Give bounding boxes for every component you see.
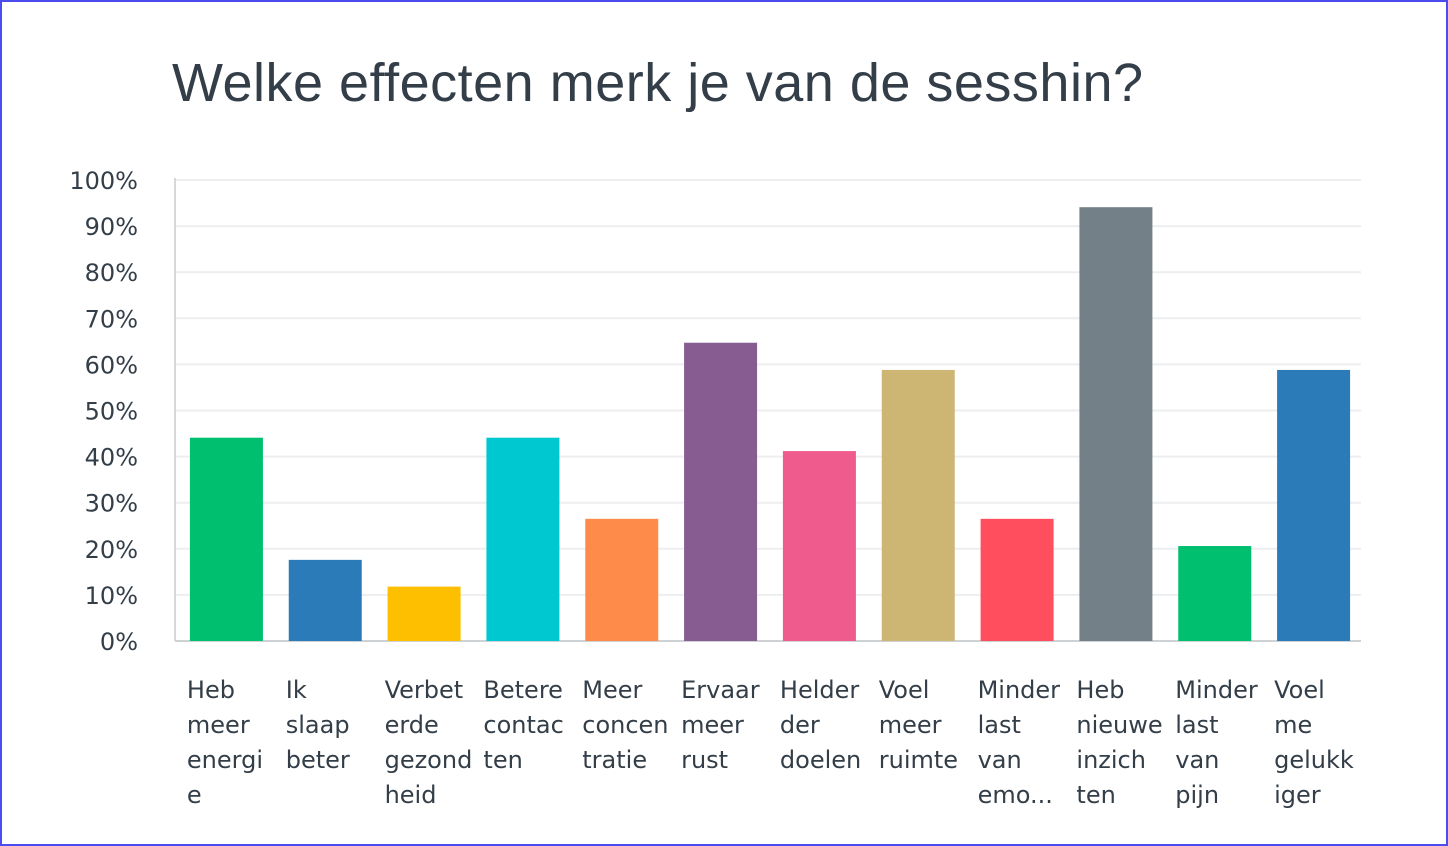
bar-3	[387, 586, 461, 641]
x-tick-label-line: Heb	[187, 676, 235, 704]
x-tick-label-line: concen	[582, 711, 668, 739]
x-tick-label: Meer concen tratie	[582, 676, 668, 774]
x-tick-label: Verbet erde gezond heid	[385, 676, 473, 809]
x-tick-label: Voel meer ruimte	[879, 676, 958, 774]
bar-8	[881, 369, 955, 641]
y-tick-label: 30%	[85, 490, 138, 518]
y-tick-label: 90%	[85, 213, 138, 241]
x-tick-label: Ik slaap beter	[286, 676, 350, 774]
y-tick-label: 40%	[85, 444, 138, 472]
x-tick-label-line: contac	[483, 711, 563, 739]
x-tick-label-line: Voel	[1274, 676, 1325, 704]
x-tick-label: Minder last van emo...	[978, 676, 1061, 809]
x-tick-label-line: last	[978, 711, 1021, 739]
x-tick-label-line: meer	[187, 711, 250, 739]
x-tick-label-line: van	[978, 746, 1022, 774]
x-tick-label-line: e	[187, 781, 202, 809]
y-tick-label: 20%	[85, 536, 138, 564]
y-tick-label: 60%	[85, 351, 138, 379]
x-tick-label-line: gelukk	[1274, 746, 1354, 774]
bar-12	[1277, 369, 1351, 641]
x-tick-label-line: der	[780, 711, 820, 739]
x-tick-label-line: heid	[385, 781, 437, 809]
y-tick-label: 100%	[69, 167, 138, 195]
x-tick-label-line: Helder	[780, 676, 859, 704]
bar-10	[1079, 207, 1153, 641]
x-tick-label-line: Ik	[286, 676, 307, 704]
x-tick-label-line: gezond	[385, 746, 473, 774]
x-tick-label-line: rust	[681, 746, 728, 774]
x-tick-label-line: Heb	[1076, 676, 1124, 704]
x-tick-label-line: Ervaar	[681, 676, 760, 704]
x-tick-label: Voel me gelukk iger	[1274, 676, 1354, 809]
bar-6	[684, 342, 758, 641]
x-tick-label-line: Betere	[483, 676, 563, 704]
x-tick-label: Heb meer energi e	[187, 676, 263, 809]
x-tick-label: Helder der doelen	[780, 676, 861, 774]
bar-5	[585, 518, 659, 641]
x-tick-label-line: erde	[385, 711, 439, 739]
y-tick-label: 70%	[85, 305, 138, 333]
x-tick-label-line: van	[1175, 746, 1219, 774]
x-tick-label-line: ruimte	[879, 746, 958, 774]
x-tick-label-line: Voel	[879, 676, 930, 704]
bar-9	[980, 518, 1054, 641]
x-tick-label-line: slaap	[286, 711, 350, 739]
bar-2	[288, 559, 362, 641]
bar-1	[189, 437, 263, 641]
x-tick-label: Heb nieuwe inzich ten	[1076, 676, 1162, 809]
x-tick-label-line: nieuwe	[1076, 711, 1162, 739]
x-tick-label-line: pijn	[1175, 781, 1219, 809]
x-tick-label-line: energi	[187, 746, 263, 774]
x-tick-label-line: meer	[681, 711, 744, 739]
x-tick-label: Betere contac ten	[483, 676, 563, 774]
y-tick-label: 80%	[85, 259, 138, 287]
x-tick-label: Ervaar meer rust	[681, 676, 760, 774]
x-tick-label: Minder last van pijn	[1175, 676, 1258, 809]
x-tick-label-line: inzich	[1076, 746, 1146, 774]
x-tick-label-line: Meer	[582, 676, 642, 704]
x-tick-label-line: Verbet	[385, 676, 464, 704]
x-tick-label-line: emo...	[978, 781, 1053, 809]
x-tick-label-line: doelen	[780, 746, 861, 774]
x-tick-label-line: Minder	[978, 676, 1061, 704]
x-tick-label-line: me	[1274, 711, 1312, 739]
y-tick-label: 0%	[100, 628, 138, 656]
bar-4	[486, 437, 560, 641]
x-tick-label-line: ten	[1076, 781, 1115, 809]
bar-7	[782, 451, 856, 641]
x-tick-label-line: last	[1175, 711, 1218, 739]
x-tick-label-line: meer	[879, 711, 942, 739]
y-tick-label: 50%	[85, 398, 138, 426]
x-tick-label-line: iger	[1274, 781, 1321, 809]
x-tick-label-line: Minder	[1175, 676, 1258, 704]
y-tick-label: 10%	[85, 582, 138, 610]
x-tick-label-line: beter	[286, 746, 350, 774]
bar-11	[1178, 546, 1252, 641]
chart-title: Welke effecten merk je van de sesshin?	[172, 53, 1144, 113]
x-tick-label-line: tratie	[582, 746, 647, 774]
x-tick-label-line: ten	[483, 746, 522, 774]
